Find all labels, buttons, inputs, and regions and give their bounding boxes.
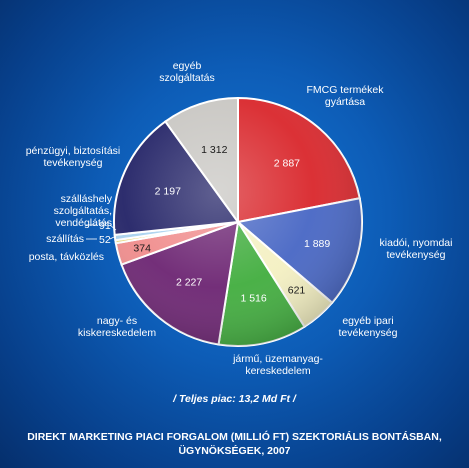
slice-value-label: 2 197 (155, 186, 181, 198)
value-szallashely: 91 (99, 220, 111, 232)
slice-value-label: 1 889 (304, 238, 330, 250)
label-kiadoi: kiadói, nyomdai tevékenység (379, 237, 453, 261)
label-posta: posta, távközlés (28, 251, 104, 263)
label-jarmu: jármű, üzemanyag- kereskedelem (233, 353, 323, 377)
value-szallitas: 52 (99, 234, 111, 246)
label-egyeb-szolgaltatas: egyéb szolgáltatás (159, 60, 215, 84)
slice-value-label: 2 227 (176, 276, 202, 288)
label-fmcg: FMCG termékek gyártása (306, 84, 384, 108)
label-szallashely: szálláshely szolgáltatás, vendéglátás (53, 193, 112, 229)
label-szallitas: szállítás (46, 233, 84, 245)
label-nagy-kisker: nagy- és kiskereskedelem (77, 315, 157, 339)
slice-value-label: 621 (288, 285, 306, 297)
slice-value-label: 374 (133, 243, 151, 255)
slice-value-label: 2 887 (274, 158, 300, 170)
pie-value-labels: 2 887 1 889 621 1 516 2 227 374 2 197 1 312 (133, 144, 330, 304)
chart-title: DIREKT MARKETING PIACI FORGALOM (MILLIÓ … (27, 431, 442, 457)
label-penzugyi: pénzügyi, biztosítási tevékenység (25, 145, 121, 169)
total-market: / Teljes piac: 13,2 Md Ft / (173, 393, 296, 405)
slice-value-label: 1 312 (201, 144, 227, 156)
slice-value-label: 1 516 (240, 292, 266, 304)
label-egyeb-ipari: egyéb ipari tevékenység (338, 315, 398, 339)
